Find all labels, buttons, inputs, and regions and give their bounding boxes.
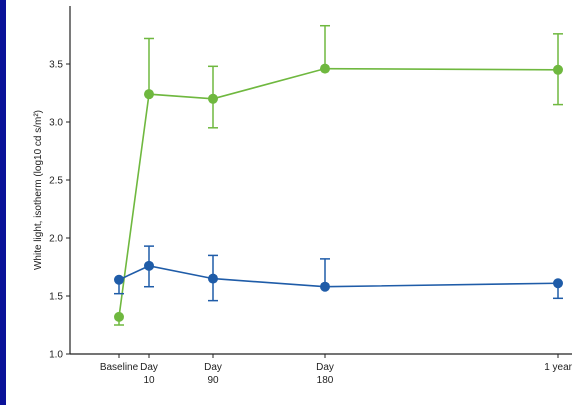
x-tick-label: Baseline	[100, 362, 139, 373]
x-tick-label-line: Baseline	[100, 362, 139, 373]
x-tick-label-line: Day	[140, 362, 158, 373]
x-tick-label: 1 year	[544, 362, 572, 373]
series-group	[114, 24, 563, 326]
data-point	[114, 274, 124, 285]
x-tick-label-line: 180	[317, 375, 334, 386]
data-point	[320, 281, 330, 292]
x-tick-label: Day 180	[316, 362, 334, 386]
y-axis-label: White light, isotherm (log10 cd s/m²)	[33, 110, 44, 270]
series-group	[114, 245, 563, 302]
x-tick-label-line: 10	[143, 375, 155, 386]
data-point	[553, 278, 563, 289]
y-tick-label: 1.0	[49, 350, 63, 361]
series-line	[118, 265, 559, 288]
y-tick-label: 3.0	[49, 118, 63, 129]
y-tick-label: 2.0	[49, 234, 63, 245]
data-point	[208, 93, 218, 104]
x-tick-label-line: Day	[316, 362, 334, 373]
data-point	[208, 273, 218, 284]
x-tick-label-line: 90	[207, 375, 219, 386]
y-tick-label: 3.5	[49, 60, 63, 71]
y-tick-label: 1.5	[49, 292, 63, 303]
data-point	[144, 260, 154, 271]
data-point	[553, 64, 563, 75]
data-point	[320, 63, 330, 74]
data-point	[114, 311, 124, 322]
data-point	[144, 89, 154, 100]
y-tick-label: 2.5	[49, 176, 63, 187]
chart-panel: 1.0 1.5 2.0 2.5 3.0 3.5 Baseline Day 10 Day 90 Day 1…	[6, 0, 572, 405]
x-tick-label-line: 1 year	[544, 362, 572, 373]
x-tick-label: Day 10	[140, 362, 158, 386]
x-tick-label: Day 90	[204, 362, 222, 386]
x-tick-label-line: Day	[204, 362, 222, 373]
series-line	[118, 67, 559, 317]
series-layer	[114, 24, 563, 326]
